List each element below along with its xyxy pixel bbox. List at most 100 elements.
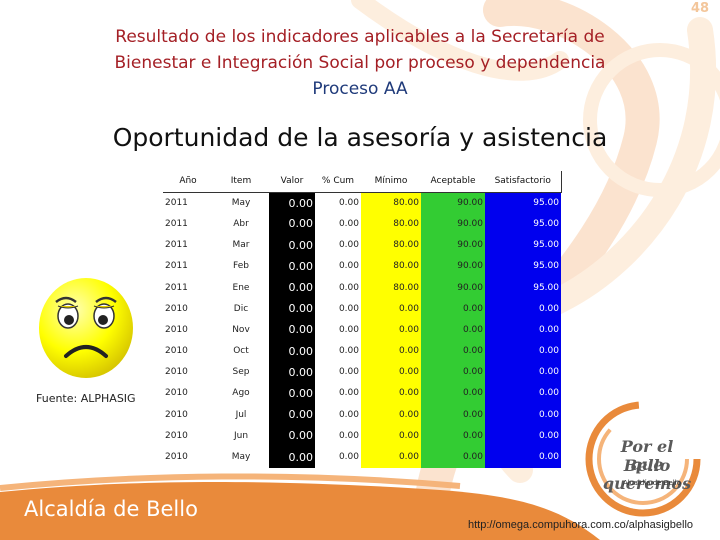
cell-aceptable: 90.00 [421,234,485,256]
cell-minimo: 80.00 [361,213,421,235]
cell-valor: 0.00 [269,404,315,426]
table-row: 2010 Jun 0.00 0.00 0.00 0.00 0.00 [163,425,561,447]
cell-anio: 2010 [165,430,188,441]
cell-valor: 0.00 [269,213,315,235]
brand-swirl-icon [585,401,701,517]
sad-face-icon [39,278,133,378]
cell-satisfactorio: 0.00 [485,425,561,447]
cell-anio: 2010 [165,388,188,399]
cell-anio: 2010 [165,303,188,314]
cell-valor: 0.00 [269,446,315,468]
cell-item: Ene [232,282,250,293]
header-minimo: Mínimo [361,171,421,193]
cell-aceptable: 90.00 [421,255,485,277]
table-row: 2010 Dic 0.00 0.00 0.00 0.00 0.00 [163,298,561,320]
cell-minimo: 0.00 [361,382,421,405]
header-item: Item [213,171,269,193]
cell-cum: 0.00 [338,303,359,314]
cell-satisfactorio: 0.00 [485,298,561,320]
cell-item: Abr [233,218,249,229]
table-row: 2010 Sep 0.00 0.00 0.00 0.00 0.00 [163,361,561,383]
header-anio: Año [163,171,213,193]
cell-aceptable: 90.00 [421,276,485,299]
cell-minimo: 80.00 [361,276,421,299]
cell-anio: 2011 [165,240,188,251]
cell-minimo: 0.00 [361,298,421,320]
cell-satisfactorio: 0.00 [485,382,561,405]
cell-item: Feb [233,261,249,272]
indicator-subtitle: Oportunidad de la asesoría y asistencia [112,123,608,152]
cell-satisfactorio: 0.00 [485,361,561,383]
table-row: 2011 Mar 0.00 0.00 80.00 90.00 95.00 [163,234,561,256]
cell-satisfactorio: 95.00 [485,192,561,214]
cell-minimo: 80.00 [361,255,421,277]
table-row: 2011 May 0.00 0.00 80.00 90.00 95.00 [163,192,561,214]
source-value: : ALPHASIG [73,392,136,405]
cell-aceptable: 0.00 [421,361,485,383]
alcaldia-logo-text: Alcaldía de Bello [24,497,198,521]
cell-item: Mar [232,240,250,251]
cell-anio: 2010 [165,409,188,420]
cell-valor: 0.00 [269,192,315,214]
cell-minimo: 0.00 [361,425,421,447]
cell-minimo: 0.00 [361,361,421,383]
cell-satisfactorio: 95.00 [485,213,561,235]
cell-item: Jul [235,409,247,420]
cell-cum: 0.00 [338,261,359,272]
brand-line-1: Por el Bello [620,437,674,475]
cell-item: May [231,452,251,463]
cell-aceptable: 0.00 [421,404,485,426]
cell-item: Nov [232,324,250,335]
table-row: 2010 Nov 0.00 0.00 0.00 0.00 0.00 [163,319,561,341]
cell-aceptable: 90.00 [421,192,485,214]
cell-valor: 0.00 [269,276,315,299]
cell-cum: 0.00 [338,388,359,399]
cell-minimo: 80.00 [361,192,421,214]
cell-aceptable: 0.00 [421,340,485,362]
cell-cum: 0.00 [338,240,359,251]
cell-aceptable: 0.00 [421,425,485,447]
cell-item: May [231,198,251,209]
cell-minimo: 0.00 [361,340,421,362]
cell-aceptable: 0.00 [421,446,485,468]
cell-item: Sep [232,367,250,378]
brand-line-3: Alcaldía de Bello [623,479,681,487]
header-valor: Valor [269,171,315,193]
table-row: 2011 Ene 0.00 0.00 80.00 90.00 95.00 [163,276,561,299]
table-row: 2010 Oct 0.00 0.00 0.00 0.00 0.00 [163,340,561,362]
brand-logo: Por el Bello que queremos Alcaldía de Be… [583,399,703,519]
cell-cum: 0.00 [338,409,359,420]
cell-cum: 0.00 [338,324,359,335]
table-row: 2011 Feb 0.00 0.00 80.00 90.00 95.00 [163,255,561,277]
cell-cum: 0.00 [338,367,359,378]
header-aceptable: Aceptable [421,171,485,193]
cell-aceptable: 0.00 [421,382,485,405]
cell-anio: 2010 [165,367,188,378]
source-label: Fuente [36,392,74,405]
table-header-row: Año Item Valor % Cum Mínimo Aceptable Sa… [163,171,562,193]
cell-valor: 0.00 [269,425,315,447]
cell-valor: 0.00 [269,361,315,383]
source-url: http://omega.compuhora.com.co/alphasigbe… [468,519,694,531]
cell-aceptable: 90.00 [421,213,485,235]
cell-satisfactorio: 95.00 [485,255,561,277]
cell-anio: 2011 [165,218,188,229]
cell-anio: 2011 [165,261,188,272]
cell-cum: 0.00 [338,218,359,229]
cell-minimo: 0.00 [361,404,421,426]
cell-item: Jun [233,430,249,441]
cell-satisfactorio: 0.00 [485,404,561,426]
cell-valor: 0.00 [269,255,315,277]
indicator-table: Año Item Valor % Cum Mínimo Aceptable Sa… [163,171,562,468]
cell-satisfactorio: 95.00 [485,276,561,299]
cell-anio: 2011 [165,282,188,293]
cell-valor: 0.00 [269,319,315,341]
cell-item: Ago [232,388,250,399]
cell-satisfactorio: 0.00 [485,319,561,341]
header-cum: % Cum [315,171,361,193]
table-row: 2011 Abr 0.00 0.00 80.00 90.00 95.00 [163,213,561,235]
header-satisfactorio: Satisfactorio [485,171,562,193]
cell-satisfactorio: 95.00 [485,234,561,256]
cell-cum: 0.00 [338,346,359,357]
cell-minimo: 0.00 [361,446,421,468]
